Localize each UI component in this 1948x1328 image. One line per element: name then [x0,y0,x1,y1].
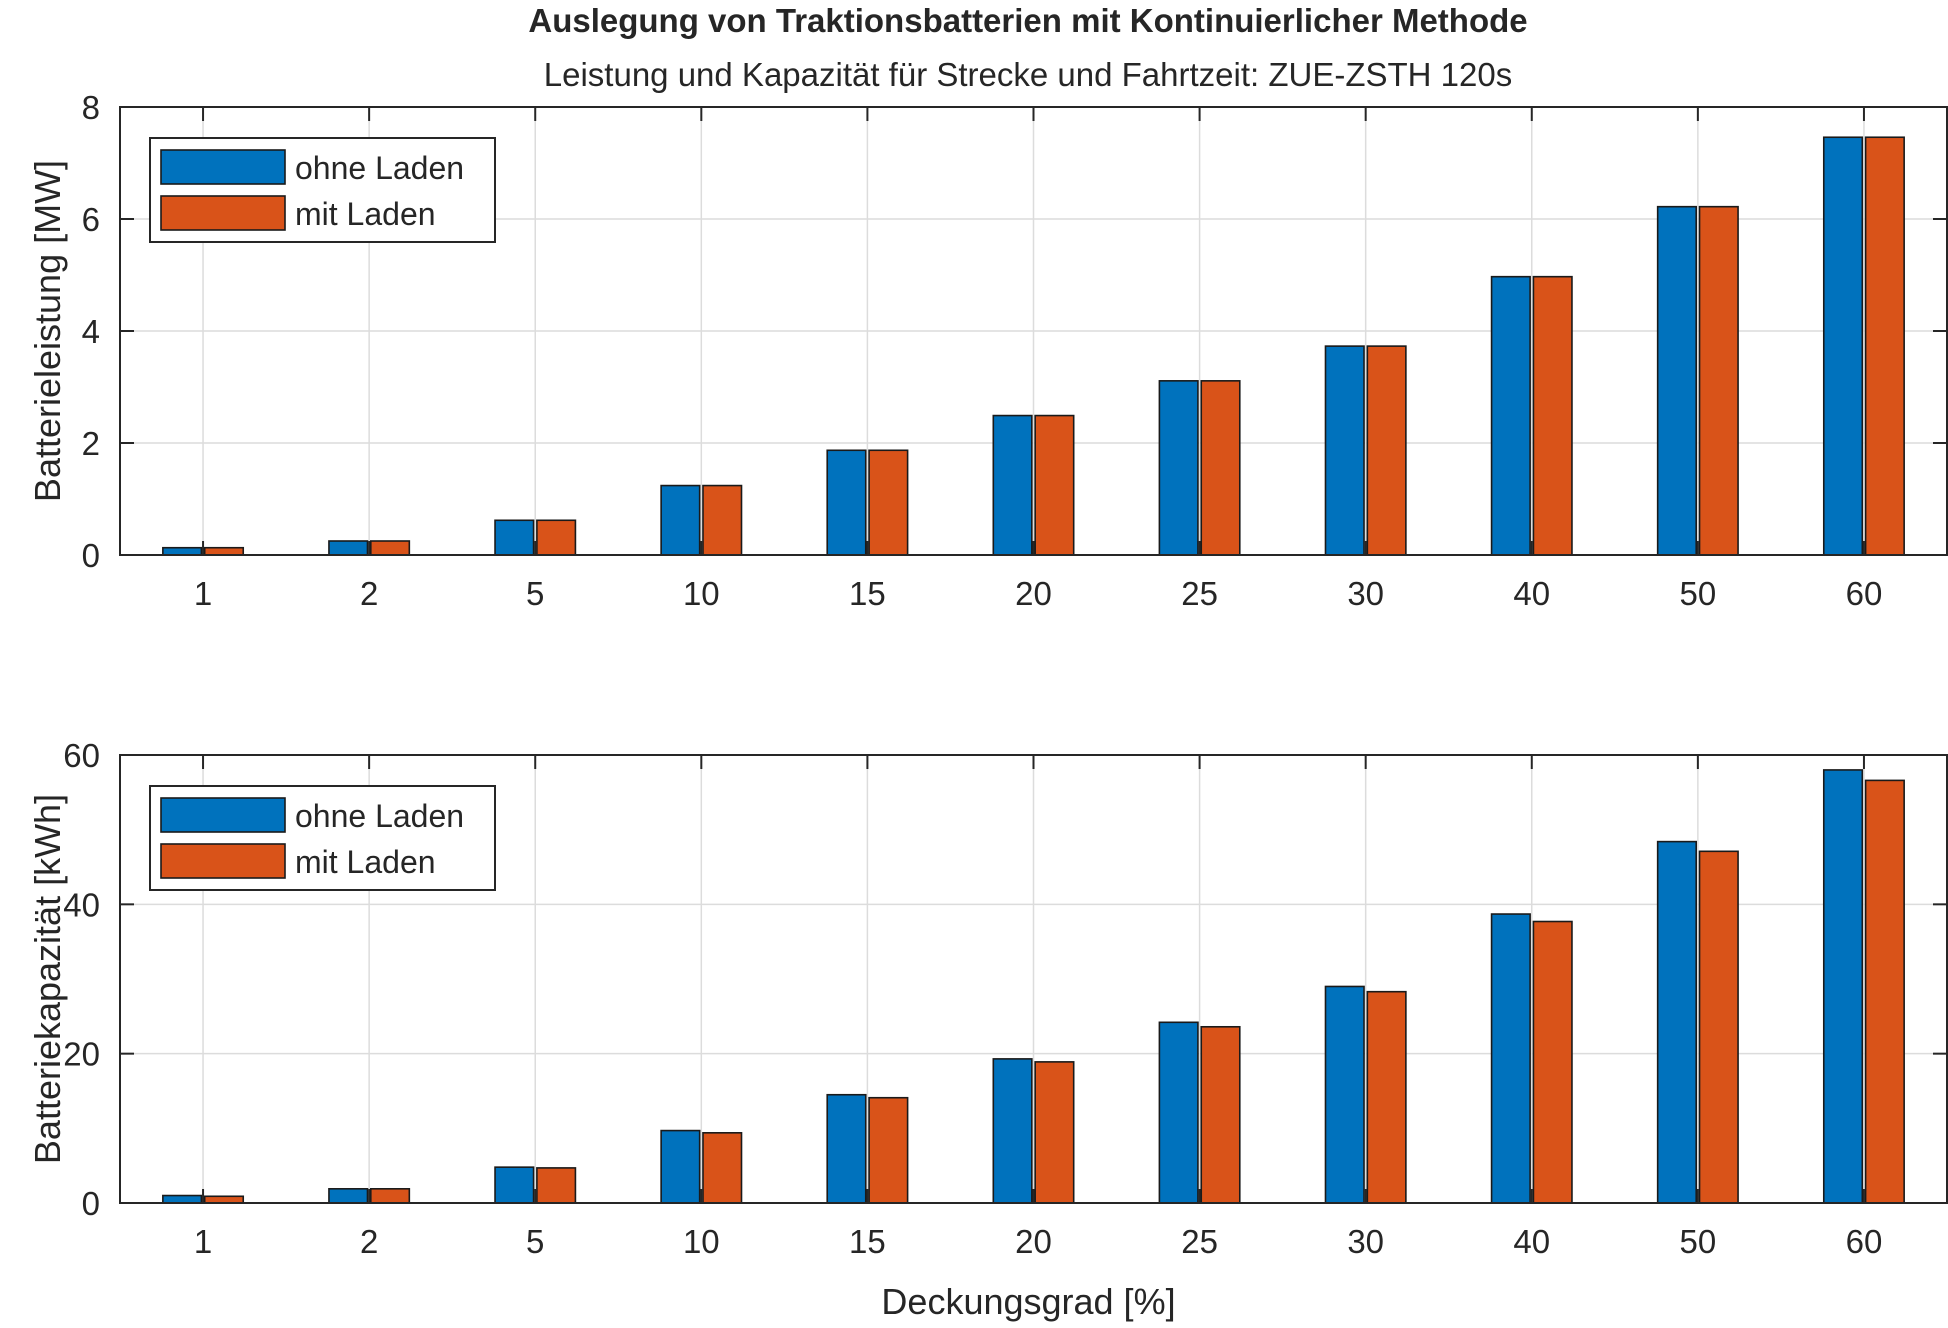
bar-mit-laden [369,540,411,556]
bar-mit-laden [1200,1025,1241,1204]
bar-mit-laden [1698,850,1739,1204]
legend-swatch [160,149,286,185]
legend-swatch [160,797,286,833]
bar-ohne-laden [162,546,203,556]
y-tick-label: 2 [82,425,100,462]
bar-ohne-laden [660,1129,701,1204]
x-tick-label: 30 [1347,575,1384,612]
bar-mit-laden [369,1188,411,1204]
bar-ohne-laden [992,414,1033,556]
bar-ohne-laden [1656,205,1698,556]
bar-ohne-laden [660,484,701,556]
bar-ohne-laden [494,1166,535,1204]
bar-ohne-laden [992,1058,1033,1204]
x-tick-label: 15 [849,575,886,612]
x-tick-label: 10 [683,1223,720,1260]
x-tick-label: 20 [1015,575,1052,612]
y-axis-label: Batteriekapazität [kWh] [27,794,68,1164]
y-tick-label: 6 [82,201,100,238]
bar-mit-laden [1366,345,1407,556]
x-tick-label: 2 [360,1223,378,1260]
legend: ohne Laden mit Laden [149,785,496,891]
legend-label: mit Laden [295,196,436,232]
x-tick-label: 1 [194,575,212,612]
bar-mit-laden [203,546,245,556]
bar-ohne-laden [328,540,369,556]
x-tick-label: 40 [1513,575,1550,612]
x-axis-label: Deckungsgrad [%] [881,1281,1175,1322]
figure-title: Auslegung von Traktionsbatterien mit Kon… [528,2,1527,39]
bar-ohne-laden [162,1194,203,1204]
bar-mit-laden [536,1167,577,1204]
y-tick-label: 0 [82,537,100,574]
legend-swatch [160,195,286,231]
bar-ohne-laden [1324,345,1365,556]
bar-ohne-laden [1490,913,1531,1204]
bar-mit-laden [868,1096,909,1204]
x-tick-label: 2 [360,575,378,612]
x-tick-label: 5 [526,575,544,612]
x-tick-label: 25 [1181,575,1218,612]
bar-ohne-laden [1324,985,1365,1204]
x-tick-label: 25 [1181,1223,1218,1260]
x-tick-label: 60 [1846,575,1883,612]
y-tick-label: 8 [82,89,100,126]
bar-ohne-laden [1158,1021,1199,1204]
x-tick-label: 30 [1347,1223,1384,1260]
x-tick-label: 20 [1015,1223,1052,1260]
x-tick-label: 10 [683,575,720,612]
legend: ohne Laden mit Laden [149,137,496,243]
x-tick-label: 60 [1846,1223,1883,1260]
bar-ohne-laden [328,1188,369,1204]
bar-ohne-laden [1490,275,1531,556]
x-tick-label: 50 [1680,1223,1717,1260]
bar-mit-laden [1532,275,1573,556]
y-tick-label: 40 [63,886,100,923]
bar-ohne-laden [826,1093,867,1204]
y-tick-label: 0 [82,1185,100,1222]
bar-ohne-laden [826,449,867,556]
legend-swatch [160,843,286,879]
y-tick-label: 60 [63,737,100,774]
x-tick-label: 40 [1513,1223,1550,1260]
bar-mit-laden [868,449,909,556]
bar-mit-laden [702,484,743,556]
figure-subtitle: Leistung und Kapazität für Strecke und F… [544,56,1512,93]
x-tick-label: 50 [1680,575,1717,612]
bar-mit-laden [1532,920,1573,1204]
bar-ohne-laden [1158,380,1199,556]
bar-mit-laden [1366,990,1407,1204]
bar-mit-laden [1034,1061,1075,1204]
x-tick-label: 5 [526,1223,544,1260]
y-axis-label: Batterieleistung [MW] [27,160,68,502]
legend-label: mit Laden [295,844,436,880]
x-tick-label: 15 [849,1223,886,1260]
legend-label: ohne Laden [295,150,464,186]
y-tick-label: 4 [82,313,100,350]
bar-mit-laden [1034,414,1075,556]
bar-ohne-laden [1822,769,1864,1204]
bar-mit-laden [203,1195,245,1204]
bar-mit-laden [1200,380,1241,556]
bar-mit-laden [1698,205,1739,556]
bar-ohne-laden [494,519,535,556]
bar-ohne-laden [1822,136,1864,556]
bar-ohne-laden [1656,840,1698,1204]
bar-mit-laden [536,519,577,556]
legend-label: ohne Laden [295,798,464,834]
bar-mit-laden [1864,779,1905,1204]
bar-mit-laden [1864,136,1905,556]
y-tick-label: 20 [63,1036,100,1073]
x-tick-label: 1 [194,1223,212,1260]
bar-mit-laden [702,1132,743,1204]
